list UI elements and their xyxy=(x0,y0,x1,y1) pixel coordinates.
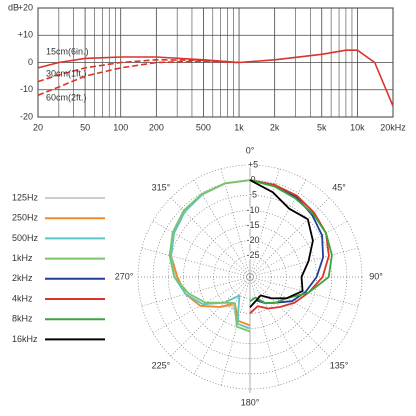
angle-label: 180° xyxy=(241,397,260,407)
spoke xyxy=(141,276,251,307)
series-label: 30cm(1ft.) xyxy=(46,68,87,78)
spoke xyxy=(249,276,330,357)
response-curve xyxy=(37,49,394,107)
angle-label: 90° xyxy=(369,271,383,281)
x-tick-label: 1k xyxy=(234,122,244,132)
y-tick-label: -20 xyxy=(20,111,33,121)
spoke xyxy=(249,276,307,375)
ring xyxy=(137,164,363,390)
y-tick-label: +10 xyxy=(18,30,33,40)
spoke xyxy=(249,197,330,278)
angle-label: 315° xyxy=(152,182,171,192)
spoke xyxy=(249,276,359,307)
angle-label: 270° xyxy=(115,271,134,281)
response-curve xyxy=(37,59,240,83)
r-tick-label: -25 xyxy=(246,250,259,260)
r-tick-label: 0 xyxy=(250,175,255,185)
r-tick-label: -15 xyxy=(246,220,259,230)
polar-curve xyxy=(168,179,251,333)
legend-label: 125Hz xyxy=(12,192,39,202)
response-curve xyxy=(37,60,240,96)
spoke xyxy=(249,276,348,334)
angle-label: 0° xyxy=(246,145,255,155)
x-tick-label: 2k xyxy=(270,122,280,132)
series-label: 15cm(6in.) xyxy=(46,46,89,56)
legend-label: 16kHz xyxy=(12,334,38,344)
spoke xyxy=(220,276,251,386)
x-tick-label: 10k xyxy=(350,122,365,132)
series-label: 60cm(2ft.) xyxy=(46,92,87,102)
r-tick-label: -5 xyxy=(249,190,257,200)
spoke xyxy=(193,179,251,278)
legend-label: 4kHz xyxy=(12,293,33,303)
legend-label: 1kHz xyxy=(12,253,33,263)
ring xyxy=(213,240,287,314)
angle-label: 225° xyxy=(152,360,171,370)
spoke xyxy=(170,276,251,357)
y-axis-unit: dB xyxy=(8,2,19,12)
ring xyxy=(228,255,272,299)
r-tick-label: +5 xyxy=(248,159,258,169)
spoke xyxy=(220,168,251,278)
legend-label: 500Hz xyxy=(12,233,39,243)
x-tick-label: 100 xyxy=(113,122,128,132)
angle-label: 135° xyxy=(330,360,349,370)
spoke xyxy=(141,247,251,278)
spoke xyxy=(249,247,359,278)
legend-label: 2kHz xyxy=(12,273,33,283)
x-tick-label: 500 xyxy=(196,122,211,132)
y-tick-label: 0 xyxy=(28,57,33,67)
x-tick-label: 20 xyxy=(33,122,43,132)
legend-label: 8kHz xyxy=(12,314,33,324)
x-tick-label: 200 xyxy=(149,122,164,132)
r-tick-label: -10 xyxy=(246,205,259,215)
ring xyxy=(167,194,333,360)
spoke xyxy=(170,197,251,278)
y-tick-label: +20 xyxy=(18,2,33,12)
x-tick-label: 20kHz xyxy=(380,122,406,132)
angle-label: 45° xyxy=(332,182,346,192)
spoke xyxy=(193,276,251,375)
spoke xyxy=(249,220,348,278)
spoke xyxy=(152,276,251,334)
r-tick-label: -20 xyxy=(246,235,259,245)
x-tick-label: 5k xyxy=(317,122,327,132)
spoke xyxy=(152,220,251,278)
polar-curve xyxy=(249,179,333,305)
polar-curve xyxy=(249,179,330,314)
ring xyxy=(152,179,348,375)
spoke xyxy=(249,276,280,386)
x-tick-label: 50 xyxy=(80,122,90,132)
y-tick-label: -10 xyxy=(20,84,33,94)
polar-curve xyxy=(249,179,314,308)
legend-label: 250Hz xyxy=(12,213,39,223)
